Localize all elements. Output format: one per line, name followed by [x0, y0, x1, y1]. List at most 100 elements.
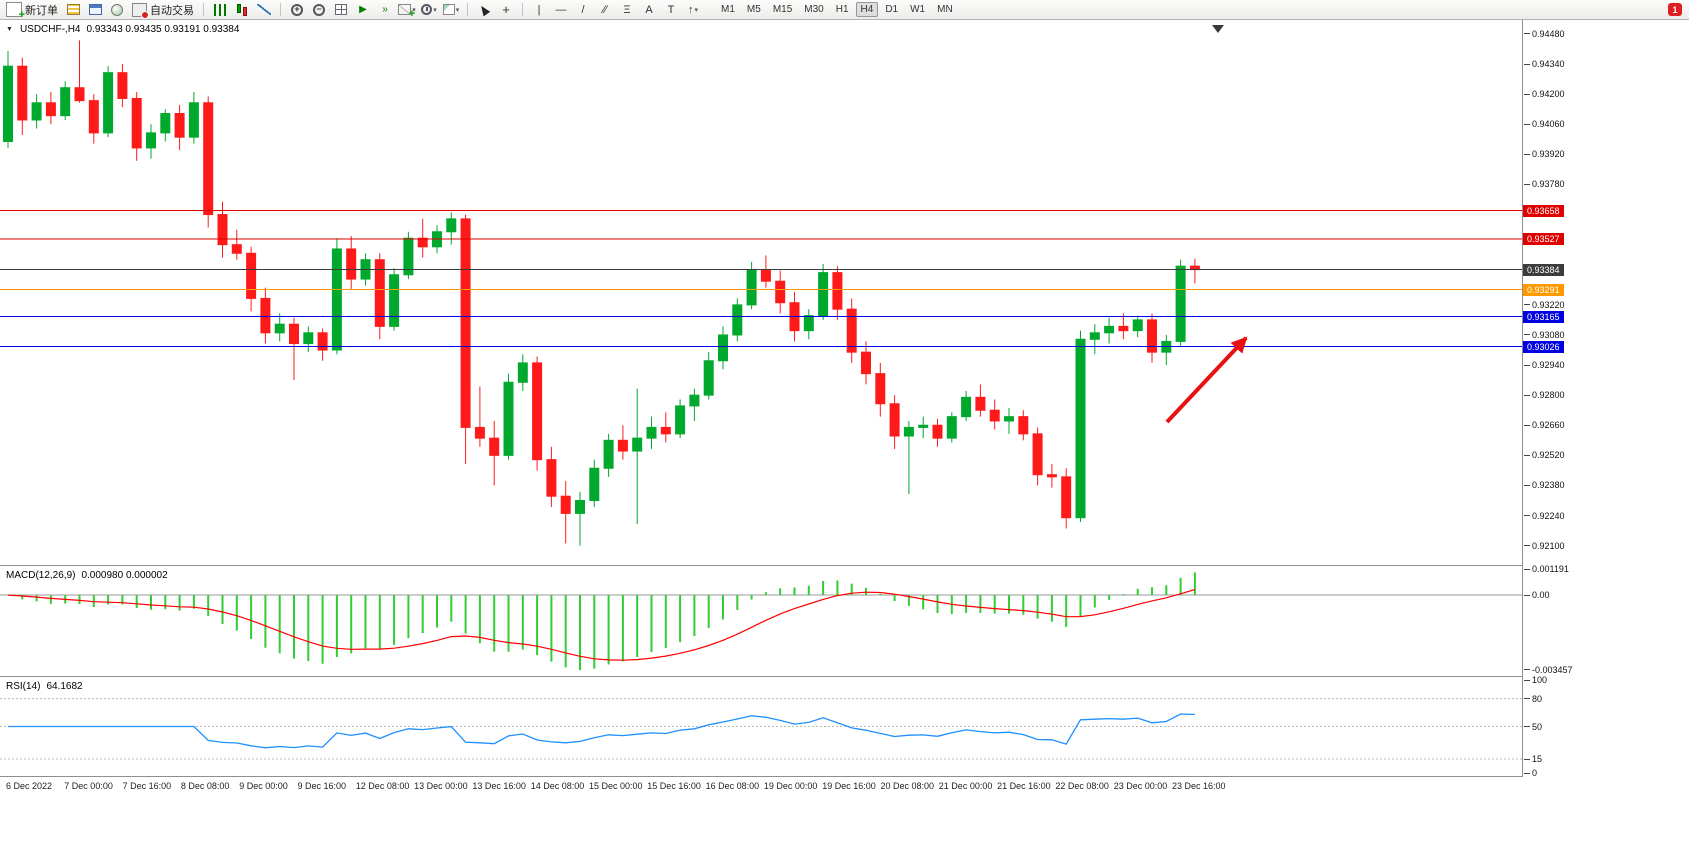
templates-button[interactable]: ▾	[441, 1, 461, 18]
candle-body	[932, 424, 943, 439]
price-tag-0.93527: 0.93527	[1523, 232, 1564, 245]
candle-body	[989, 409, 1000, 422]
auto-scroll-button[interactable]: ▶	[353, 1, 373, 18]
axis-tick: 0.94340	[1523, 59, 1565, 70]
new-order-button[interactable]: 新订单	[3, 1, 61, 21]
time-label: 23 Dec 00:00	[1113, 781, 1168, 791]
axis-tick: 0.94480	[1523, 28, 1565, 39]
horizontal-line-tool[interactable]: —	[551, 1, 571, 18]
timeframe-button-MN[interactable]: MN	[937, 4, 953, 15]
notification-badge[interactable]: 1	[1668, 3, 1682, 16]
vertical-line-tool[interactable]: |	[529, 1, 549, 18]
chart-shift-marker-icon[interactable]	[1212, 25, 1224, 33]
candle-body	[532, 362, 543, 461]
candle-body	[331, 248, 342, 351]
price-tag-0.93658: 0.93658	[1523, 204, 1564, 217]
time-label: 6 Dec 2022	[6, 781, 53, 791]
candle-body	[17, 65, 28, 121]
candle-body	[31, 102, 42, 121]
zoom-out-button[interactable]: −	[309, 1, 329, 18]
chevron-down-icon: ▾	[694, 6, 698, 14]
auto-trading-button[interactable]: 自动交易	[129, 1, 197, 19]
panel-separator[interactable]	[0, 776, 1689, 777]
candle-body	[174, 113, 185, 138]
bar-chart-button[interactable]	[210, 1, 230, 18]
candle-body	[417, 237, 428, 248]
crosshair-icon: +	[502, 2, 510, 17]
rsi-panel-canvas[interactable]	[0, 677, 1522, 776]
time-label: 7 Dec 16:00	[122, 781, 172, 791]
timeframe-button-D1[interactable]: D1	[885, 4, 899, 15]
candle-body	[60, 87, 71, 117]
timeframe-button-M1[interactable]: M1	[721, 4, 735, 15]
timeframe-button-M15[interactable]: M15	[772, 4, 793, 15]
candle-body	[45, 102, 56, 117]
text-tool[interactable]: A	[639, 1, 659, 18]
zoom-out-icon: −	[313, 3, 325, 16]
navigator-button[interactable]	[107, 1, 127, 18]
indicators-button[interactable]: ▾	[397, 1, 417, 20]
market-watch-icon	[66, 4, 80, 15]
channel-icon: ∕∕	[603, 3, 607, 16]
zoom-in-button[interactable]: +	[287, 1, 307, 18]
trendline-tool[interactable]: /	[573, 1, 593, 18]
data-window-icon	[88, 4, 102, 15]
trend-arrow[interactable]	[1165, 336, 1248, 424]
fibonacci-tool[interactable]: Ξ	[617, 1, 637, 18]
line-chart-button[interactable]	[254, 1, 274, 18]
candle-body	[203, 102, 214, 216]
cursor-button[interactable]	[474, 1, 494, 18]
tile-windows-button[interactable]	[331, 1, 351, 18]
candle-body	[961, 396, 972, 418]
candle-body	[403, 237, 414, 276]
market-watch-button[interactable]	[63, 1, 83, 18]
line-chart-icon	[257, 4, 271, 15]
arrows-tool[interactable]: ↑ ▾	[683, 1, 703, 18]
chart-menu-caret-icon[interactable]: ▼	[6, 26, 13, 33]
timeframe-button-H1[interactable]: H1	[835, 4, 849, 15]
panel-separator[interactable]	[0, 676, 1689, 677]
candlestick-chart-button[interactable]	[232, 1, 252, 18]
timeframe-button-M30[interactable]: M30	[804, 4, 824, 15]
axis-tick: 0.92380	[1523, 480, 1565, 491]
price-axis[interactable]: 0.94480 0.94340 0.94200 0.94060 0.93920 0.937…	[1522, 20, 1689, 778]
chart-shift-button[interactable]: »	[375, 1, 395, 18]
new-order-label: 新订单	[25, 4, 58, 17]
zoom-in-icon: +	[291, 3, 303, 16]
candle-body	[703, 360, 714, 396]
candle-body	[560, 495, 571, 514]
candle-body	[303, 332, 314, 345]
candle-body	[617, 439, 628, 452]
label-tool[interactable]: T	[661, 1, 681, 18]
timeframe-button-H4[interactable]: H4	[855, 2, 879, 17]
timeframe-button-W1[interactable]: W1	[910, 4, 926, 15]
crosshair-button[interactable]: +	[496, 1, 516, 18]
data-window-button[interactable]	[85, 1, 105, 18]
time-label: 9 Dec 00:00	[239, 781, 288, 791]
candle-body	[889, 403, 900, 437]
trendline-icon: /	[581, 3, 585, 16]
axis-tick: 0.92800	[1523, 390, 1565, 401]
candle-body	[803, 315, 814, 332]
time-axis[interactable]: 6 Dec 2022 7 Dec 00:00 7 Dec 16:00 8 Dec 08…	[0, 777, 1689, 797]
cursor-icon	[477, 3, 491, 16]
candle-body	[74, 87, 85, 102]
axis-tick: 0.92660	[1523, 420, 1565, 431]
toolbar-separator	[280, 3, 281, 16]
panel-separator[interactable]	[0, 565, 1689, 566]
time-label: 7 Dec 00:00	[64, 781, 113, 791]
axis-tick: 0.92520	[1523, 450, 1565, 461]
main-chart-canvas[interactable]	[0, 20, 1522, 565]
candle-body	[589, 467, 600, 502]
time-label: 12 Dec 08:00	[355, 781, 410, 791]
candle-body	[374, 259, 385, 327]
macd-histogram	[21, 572, 1196, 670]
periods-button[interactable]: ▾	[419, 1, 439, 18]
candle-body	[3, 65, 13, 142]
candle-body	[1046, 474, 1057, 478]
channel-tool[interactable]: ∕∕	[595, 1, 615, 18]
timeframe-button-M5[interactable]: M5	[746, 4, 761, 15]
macd-panel-canvas[interactable]	[0, 566, 1522, 676]
axis-tick: 0	[1523, 768, 1538, 778]
candle-body	[188, 102, 199, 138]
